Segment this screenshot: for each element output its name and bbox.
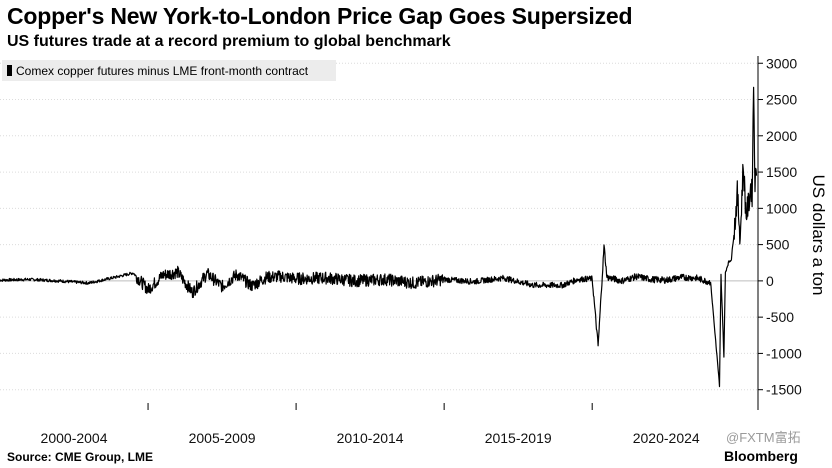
y-axis: 3000 2500 2000 1500 1000 500 0 -500 -1000 -1500 xyxy=(757,55,802,410)
y-tick-label: -1000 xyxy=(766,345,802,361)
legend-box xyxy=(2,60,336,81)
chart-subtitle: US futures trade at a record premium to … xyxy=(7,33,451,50)
y-tick-label: 1500 xyxy=(766,164,797,180)
legend: Comex copper futures minus LME front-mon… xyxy=(2,60,336,81)
x-tick-label: 2015-2019 xyxy=(485,430,552,446)
y-tick-label: 1000 xyxy=(766,200,797,216)
x-axis: 2000-2004 2005-2009 2010-2014 2015-2019 2020… xyxy=(41,403,700,446)
chart-title: Copper's New York-to-London Price Gap Go… xyxy=(7,3,633,29)
y-tick-label: 2000 xyxy=(766,128,797,144)
y-axis-label: US dollars a ton xyxy=(809,175,828,296)
gridlines xyxy=(0,62,758,391)
y-tick-label: 2500 xyxy=(766,92,797,108)
source-note: Source: CME Group, LME xyxy=(7,450,154,464)
y-tick-label: 0 xyxy=(766,273,774,289)
watermark-text: @FXTM富拓 xyxy=(726,430,801,445)
y-tick-label: 3000 xyxy=(766,55,797,71)
x-tick-label: 2005-2009 xyxy=(189,430,256,446)
bloomberg-logo: Bloomberg xyxy=(724,448,798,464)
legend-swatch xyxy=(7,65,12,76)
x-tick-label: 2010-2014 xyxy=(337,430,404,446)
y-tick-label: -1500 xyxy=(766,382,802,398)
y-tick-label: -500 xyxy=(766,309,794,325)
x-tick-label: 2020-2024 xyxy=(633,430,700,446)
series-line xyxy=(0,86,758,388)
x-tick-label: 2000-2004 xyxy=(41,430,108,446)
legend-label: Comex copper futures minus LME front-mon… xyxy=(16,64,309,78)
y-tick-label: 500 xyxy=(766,237,790,253)
